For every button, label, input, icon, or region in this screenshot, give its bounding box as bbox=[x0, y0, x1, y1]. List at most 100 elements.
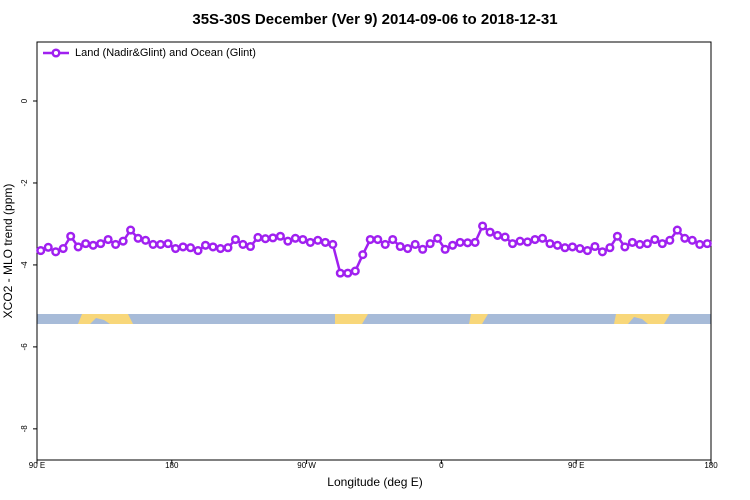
y-tick-label: 0 bbox=[20, 98, 29, 103]
data-point bbox=[305, 237, 315, 247]
data-point bbox=[88, 240, 98, 250]
x-tick-label: 180 bbox=[704, 461, 718, 470]
data-point bbox=[530, 234, 540, 245]
x-tick-label: 180 bbox=[165, 461, 179, 470]
data-point bbox=[335, 268, 345, 278]
land-patch bbox=[335, 314, 368, 324]
data-point bbox=[657, 239, 667, 249]
y-tick-label: -2 bbox=[20, 179, 29, 187]
data-point bbox=[350, 266, 360, 276]
data-point bbox=[58, 243, 68, 254]
data-point bbox=[118, 236, 128, 246]
legend-label: Land (Nadir&Glint) and Ocean (Glint) bbox=[75, 47, 256, 59]
data-point bbox=[680, 233, 690, 243]
data-point bbox=[650, 234, 660, 245]
data-point bbox=[245, 241, 255, 252]
land-patch bbox=[78, 314, 133, 324]
data-point bbox=[388, 234, 398, 245]
data-point bbox=[440, 244, 450, 254]
x-tick-label: 0 bbox=[439, 461, 444, 470]
data-point bbox=[275, 231, 285, 241]
data-point bbox=[642, 239, 652, 249]
data-point bbox=[328, 239, 338, 249]
data-point bbox=[605, 243, 615, 253]
data-point bbox=[298, 234, 308, 245]
data-point bbox=[410, 239, 420, 249]
data-point bbox=[665, 235, 675, 245]
data-point bbox=[463, 238, 473, 248]
data-point bbox=[96, 239, 106, 249]
data-point bbox=[156, 239, 166, 249]
data-point bbox=[373, 234, 383, 245]
x-tick-label: 90 E bbox=[29, 461, 45, 470]
data-point bbox=[567, 242, 578, 252]
data-point bbox=[627, 237, 637, 247]
data-point bbox=[133, 233, 143, 243]
data-point bbox=[163, 239, 173, 249]
data-point bbox=[365, 234, 375, 245]
data-point bbox=[51, 247, 61, 257]
data-point bbox=[230, 234, 241, 245]
data-point bbox=[268, 233, 278, 243]
data-point bbox=[507, 239, 518, 249]
data-point bbox=[320, 237, 330, 247]
data-point bbox=[575, 243, 585, 254]
data-point bbox=[36, 246, 46, 256]
x-axis-label: Longitude (deg E) bbox=[327, 475, 422, 489]
data-point bbox=[687, 235, 697, 245]
data-point bbox=[238, 239, 248, 249]
data-point bbox=[500, 232, 510, 242]
data-point bbox=[425, 239, 435, 249]
y-tick-label: -6 bbox=[20, 343, 29, 351]
data-point bbox=[200, 240, 211, 250]
ocean-band bbox=[37, 314, 711, 324]
data-point bbox=[185, 243, 196, 253]
data-point bbox=[170, 243, 181, 254]
data-point bbox=[395, 241, 405, 252]
data-point bbox=[590, 241, 600, 252]
data-point bbox=[695, 239, 705, 249]
y-tick-label: -8 bbox=[20, 425, 29, 433]
data-point bbox=[148, 239, 158, 249]
data-point bbox=[66, 231, 76, 241]
data-point bbox=[418, 244, 428, 254]
data-point bbox=[455, 237, 465, 247]
land-patch-detail bbox=[90, 318, 110, 324]
data-point bbox=[582, 246, 592, 256]
data-point bbox=[485, 227, 495, 237]
data-point bbox=[448, 240, 458, 250]
data-point bbox=[597, 247, 607, 257]
data-point bbox=[178, 242, 188, 252]
data-point bbox=[208, 242, 218, 252]
legend-marker bbox=[51, 48, 61, 58]
data-point bbox=[343, 268, 353, 278]
data-point bbox=[433, 233, 443, 243]
data-point bbox=[313, 235, 323, 245]
data-point bbox=[493, 230, 503, 240]
data-point bbox=[73, 242, 83, 252]
data-point bbox=[702, 239, 712, 249]
data-point bbox=[470, 237, 480, 247]
data-point bbox=[635, 239, 645, 249]
land-patch-detail bbox=[628, 317, 648, 324]
data-point bbox=[672, 225, 682, 235]
data-point bbox=[545, 239, 555, 249]
data-point bbox=[403, 243, 413, 254]
data-point bbox=[478, 221, 488, 231]
x-tick-label: 90 E bbox=[568, 461, 584, 470]
x-tick-label: 90 W bbox=[297, 461, 316, 470]
data-point bbox=[537, 233, 548, 243]
land-ocean-band bbox=[37, 314, 711, 324]
data-point bbox=[193, 246, 203, 256]
data-point bbox=[290, 233, 300, 243]
data-point bbox=[43, 242, 53, 252]
y-axis-label: XCO2 - MLO trend (ppm) bbox=[1, 184, 15, 319]
data-point bbox=[522, 237, 533, 247]
data-point bbox=[260, 234, 270, 244]
y-tick-label: -4 bbox=[20, 261, 29, 269]
data-point bbox=[283, 236, 293, 246]
data-point bbox=[111, 239, 121, 249]
data-point bbox=[620, 242, 630, 252]
data-point bbox=[560, 243, 570, 253]
